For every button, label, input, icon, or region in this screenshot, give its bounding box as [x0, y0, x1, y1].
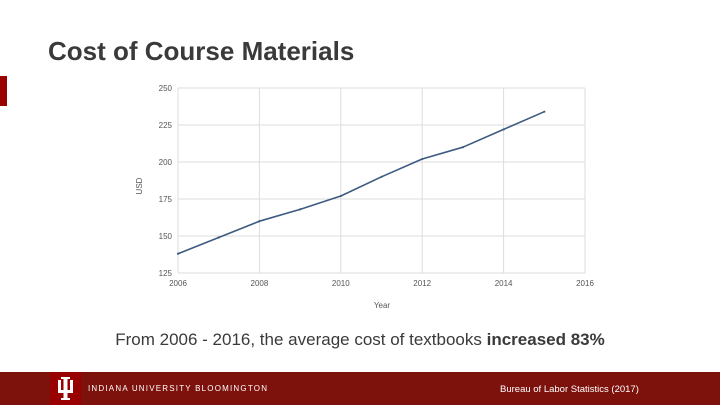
- y-axis-ticks: 125 150 175 200 225 250: [159, 84, 173, 278]
- y-tick-label: 175: [159, 195, 173, 204]
- chart-caption: From 2006 - 2016, the average cost of te…: [0, 330, 720, 350]
- y-tick-label: 250: [159, 84, 173, 93]
- x-axis-title: Year: [374, 301, 391, 310]
- x-axis-ticks: 2006 2008 2010 2012 2014 2016: [169, 279, 594, 288]
- data-point: [502, 128, 505, 131]
- data-point: [299, 208, 302, 211]
- x-tick-label: 2016: [576, 279, 594, 288]
- caption-emphasis: increased 83%: [486, 330, 605, 349]
- y-axis-title: USD: [135, 177, 144, 194]
- data-point: [339, 194, 342, 198]
- data-point: [217, 236, 220, 239]
- data-point: [258, 220, 261, 223]
- x-tick-label: 2012: [413, 279, 431, 288]
- data-point: [176, 252, 180, 255]
- chart-gridlines: [177, 87, 586, 274]
- caption-text: From 2006 - 2016, the average cost of te…: [115, 330, 487, 349]
- chart-series: [176, 110, 546, 255]
- y-tick-label: 125: [159, 269, 173, 278]
- university-name: INDIANA UNIVERSITY BLOOMINGTON: [88, 384, 269, 393]
- x-tick-label: 2010: [332, 279, 350, 288]
- data-point: [380, 175, 383, 178]
- page-title: Cost of Course Materials: [48, 36, 355, 66]
- series-line: [177, 110, 545, 255]
- chart-container: 125 150 175 200 225 250 2006 2008 2010 2012 2014 2…: [120, 76, 610, 316]
- data-point: [421, 157, 424, 161]
- data-point: [543, 110, 546, 113]
- data-point: [461, 146, 464, 149]
- y-tick-label: 150: [159, 232, 173, 241]
- footer-bar: INDIANA UNIVERSITY BLOOMINGTON Bureau of…: [0, 372, 720, 405]
- x-tick-label: 2008: [251, 279, 269, 288]
- x-tick-label: 2014: [495, 279, 513, 288]
- y-tick-label: 200: [159, 158, 173, 167]
- accent-tab: [0, 76, 7, 106]
- trident-logo-icon: [58, 377, 73, 400]
- x-tick-label: 2006: [169, 279, 187, 288]
- university-logo: [50, 372, 81, 405]
- y-tick-label: 225: [159, 121, 173, 130]
- source-citation: Bureau of Labor Statistics (2017): [500, 384, 639, 395]
